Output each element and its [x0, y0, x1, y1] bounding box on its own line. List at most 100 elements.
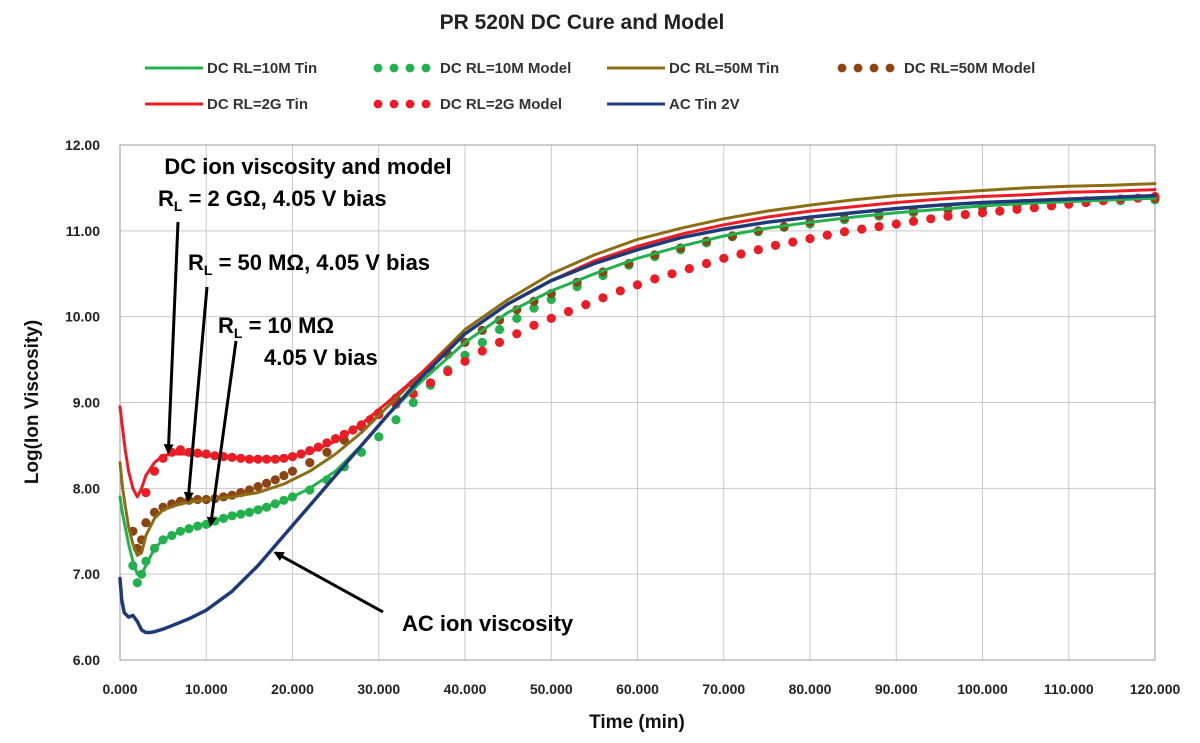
x-tick-label: 110.000 — [1044, 681, 1094, 697]
legend-swatch-dot — [853, 63, 863, 73]
series-group — [118, 182, 1160, 635]
data-point — [770, 240, 781, 250]
y-tick-label: 12.00 — [65, 137, 100, 153]
data-point — [926, 214, 936, 224]
x-tick-label: 120.000 — [1130, 681, 1181, 697]
legend-item: DC RL=2G Model — [373, 96, 562, 113]
series-line — [118, 182, 1157, 557]
data-point — [857, 224, 867, 234]
series-dc-rl-50m-tin — [118, 182, 1157, 557]
legend-label: DC RL=2G Tin — [207, 96, 308, 113]
data-point — [908, 216, 919, 226]
x-tick-label: 0.000 — [102, 681, 137, 697]
data-point — [512, 313, 522, 323]
legend-swatch-dot — [389, 63, 399, 73]
y-tick-label: 6.00 — [73, 652, 100, 668]
annotation-dc-title: DC ion viscosity and model — [164, 154, 451, 179]
data-point — [408, 397, 418, 408]
x-tick-labels: 0.000 10.000 20.000 30.000 40.000 50.000 60.00… — [102, 681, 1180, 697]
data-point — [667, 269, 677, 279]
legend-swatch-dot — [421, 63, 431, 73]
y-tick-label: 8.00 — [73, 480, 100, 496]
data-point — [322, 447, 332, 457]
data-point — [874, 221, 884, 232]
data-point — [529, 303, 539, 313]
legend-item: DC RL=10M Tin — [145, 60, 317, 77]
data-point — [701, 258, 712, 269]
series-line — [118, 188, 1157, 499]
series-dc-rl-2g-tin — [118, 188, 1157, 499]
data-point — [995, 206, 1005, 216]
x-tick-label: 60.000 — [616, 681, 659, 697]
annotation-rl-50m: RL = 50 MΩ, 4.05 V bias — [188, 250, 430, 278]
x-tick-label: 20.000 — [271, 681, 314, 697]
y-tick-labels: 6.00 7.00 8.00 9.00 10.00 11.00 12.00 — [65, 137, 100, 668]
x-axis-label: Time (min) — [589, 712, 685, 733]
x-tick-label: 30.000 — [357, 681, 400, 697]
data-point — [305, 458, 315, 468]
annotation-rl-10m-bias: 4.05 V bias — [264, 345, 378, 370]
legend-swatch-dot — [405, 99, 415, 109]
y-axis-label: Log(Ion Viscosity) — [22, 320, 43, 484]
x-tick-label: 100.000 — [957, 681, 1008, 697]
legend: DC RL=10M Tin DC RL=10M Model DC RL=50M Ti… — [145, 60, 1035, 113]
legend-item: AC Tin 2V — [607, 96, 740, 113]
annotation-ac: AC ion viscosity — [402, 611, 574, 636]
data-point — [753, 245, 763, 255]
data-point — [822, 230, 832, 240]
data-point — [460, 356, 470, 366]
arrow-ac — [273, 551, 384, 614]
x-tick-label: 70.000 — [702, 681, 745, 697]
data-point — [253, 482, 263, 492]
legend-swatch-dot — [389, 99, 399, 109]
data-point — [563, 306, 574, 317]
legend-item: DC RL=50M Model — [837, 60, 1035, 77]
data-point — [632, 280, 643, 290]
data-point — [270, 475, 280, 485]
data-point — [839, 227, 850, 237]
data-point — [805, 234, 815, 244]
data-point — [1029, 203, 1039, 213]
data-point — [175, 445, 185, 455]
data-point — [719, 253, 729, 263]
legend-item: DC RL=10M Model — [373, 60, 571, 77]
legend-item: DC RL=50M Tin — [607, 60, 779, 77]
plot-area-border — [119, 144, 1156, 661]
legend-label: AC Tin 2V — [669, 96, 740, 113]
arrow-rl-50m — [183, 286, 209, 503]
data-point — [891, 219, 901, 229]
data-point — [943, 211, 953, 221]
data-point — [477, 346, 487, 356]
data-point — [1012, 204, 1022, 214]
annotation-rl-2g: RL = 2 GΩ, 4.05 V bias — [158, 186, 387, 214]
arrow-rl-2g — [163, 221, 180, 455]
data-point — [132, 578, 142, 588]
legend-label: DC RL=50M Tin — [669, 60, 779, 77]
y-tick-label: 10.00 — [65, 309, 100, 325]
data-point — [512, 329, 522, 339]
data-point — [736, 249, 746, 259]
legend-label: DC RL=50M Model — [904, 60, 1035, 77]
legend-swatch-dot — [405, 63, 415, 73]
data-point — [141, 518, 151, 528]
data-point — [262, 478, 272, 488]
legend-label: DC RL=2G Model — [440, 96, 562, 113]
legend-item: DC RL=2G Tin — [145, 96, 308, 113]
legend-swatch-dot — [837, 63, 847, 73]
y-tick-label: 7.00 — [73, 566, 100, 582]
data-point — [977, 208, 988, 218]
data-point — [494, 324, 505, 335]
legend-swatch-dot — [885, 63, 895, 73]
data-point — [960, 209, 970, 220]
data-point — [598, 293, 608, 303]
data-point — [374, 432, 384, 442]
x-tick-label: 50.000 — [530, 681, 573, 697]
x-tick-label: 80.000 — [789, 681, 832, 697]
data-point — [684, 264, 694, 274]
x-tick-label: 40.000 — [444, 681, 487, 697]
data-point — [788, 237, 798, 247]
legend-swatch-dot — [373, 63, 383, 73]
legend-swatch-dot — [373, 99, 383, 109]
y-tick-label: 9.00 — [73, 395, 100, 411]
grid — [119, 144, 1156, 661]
